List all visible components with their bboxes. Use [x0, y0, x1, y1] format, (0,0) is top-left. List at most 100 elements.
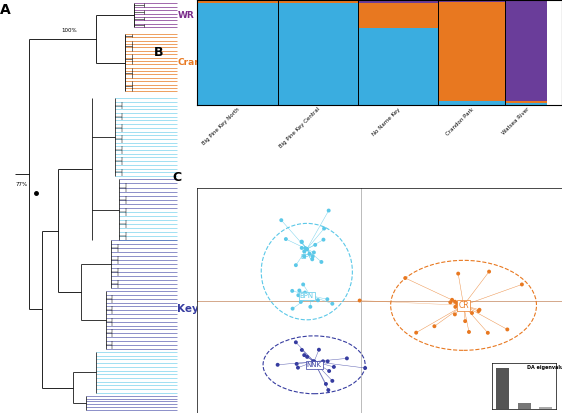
Point [454, 271, 463, 277]
Point [297, 239, 306, 245]
Point [317, 259, 326, 265]
Point [296, 299, 305, 305]
Point [503, 326, 512, 333]
Bar [358, 0, 438, 3]
Point [306, 304, 315, 310]
Text: CR: CR [458, 301, 469, 310]
Bar [505, 103, 547, 105]
Point [324, 387, 333, 393]
Point [306, 292, 315, 299]
Point [328, 377, 337, 384]
Bar [278, 0, 358, 1]
Point [342, 355, 351, 362]
Point [288, 287, 297, 294]
Point [459, 302, 468, 309]
Point [311, 242, 320, 248]
Point [300, 253, 309, 260]
Point [447, 297, 456, 303]
Point [291, 262, 300, 268]
Point [297, 244, 306, 251]
Point [319, 236, 328, 243]
Point [295, 287, 304, 294]
Text: BPC: BPC [300, 254, 314, 260]
Point [328, 300, 337, 307]
Point [475, 306, 484, 313]
Point [446, 299, 455, 306]
Point [301, 289, 310, 296]
Point [305, 362, 314, 368]
Point [314, 347, 323, 353]
Point [314, 297, 323, 304]
Point [310, 358, 319, 365]
Point [288, 305, 297, 312]
Bar [358, 28, 438, 105]
Point [291, 339, 300, 346]
Point [309, 358, 318, 365]
Point [450, 311, 459, 318]
Text: Crandon: Crandon [178, 58, 220, 67]
Point [483, 330, 492, 336]
Point [518, 281, 527, 288]
Bar [278, 3, 358, 105]
Point [301, 295, 310, 301]
Point [451, 299, 460, 305]
Point [323, 358, 332, 365]
Text: BPN: BPN [300, 293, 314, 299]
Point [301, 245, 310, 252]
Bar [197, 0, 278, 1]
Point [468, 310, 477, 316]
Point [303, 293, 312, 299]
Point [293, 364, 302, 371]
Bar [438, 2, 505, 101]
Text: DA eigenvalues: DA eigenvalues [527, 365, 562, 370]
Text: B: B [153, 46, 163, 59]
Point [297, 347, 306, 353]
Point [320, 225, 329, 232]
Text: C: C [172, 171, 181, 183]
Point [329, 363, 338, 370]
Bar [358, 3, 438, 28]
Point [294, 292, 303, 299]
Point [325, 368, 334, 374]
Point [323, 296, 332, 303]
Bar [438, 101, 505, 105]
Text: Keys: Keys [178, 304, 205, 314]
Point [308, 292, 317, 299]
Point [302, 354, 311, 360]
Point [297, 238, 306, 245]
Bar [278, 1, 358, 3]
Point [319, 358, 328, 365]
Text: WR: WR [178, 11, 194, 20]
Point [464, 329, 473, 335]
Text: 100%: 100% [61, 28, 77, 33]
Bar [518, 403, 531, 409]
Bar [505, 101, 547, 103]
Point [451, 304, 460, 310]
Point [361, 365, 370, 371]
Point [310, 249, 319, 256]
Point [308, 256, 317, 263]
Point [484, 268, 493, 275]
Point [355, 297, 364, 304]
Text: 77%: 77% [15, 182, 28, 187]
Point [401, 275, 410, 281]
Bar [539, 407, 552, 409]
Bar [197, 1, 278, 3]
Bar [496, 368, 509, 409]
Point [321, 381, 330, 387]
Bar [197, 3, 278, 105]
Point [430, 323, 439, 330]
Text: A: A [0, 3, 11, 17]
Point [307, 361, 316, 367]
Point [300, 352, 309, 358]
Point [282, 236, 291, 242]
Point [474, 308, 483, 314]
Point [300, 248, 309, 255]
Point [298, 281, 307, 288]
Point [412, 329, 421, 336]
Point [292, 361, 301, 367]
Point [324, 207, 333, 214]
Point [308, 297, 317, 303]
Bar [505, 0, 547, 101]
Point [452, 301, 461, 307]
